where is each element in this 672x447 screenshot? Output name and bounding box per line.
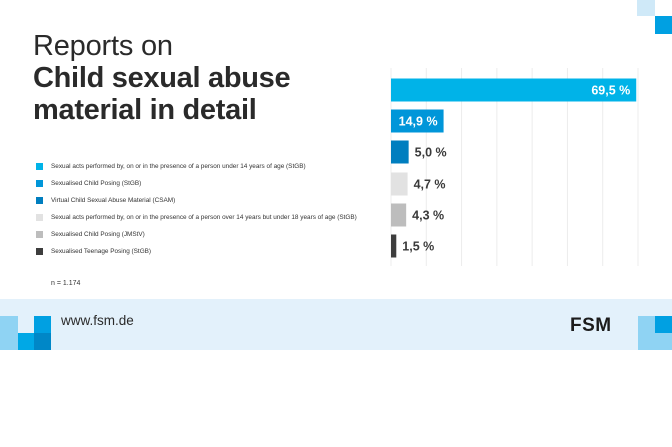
sample-size-label: n = 1.174 [51,280,81,287]
bar-value-label: 69,5 % [591,84,630,98]
bar-chart-svg: 69,5 % 14,9 % 5,0 % 4,7 % 4,3 % 1,5 % [390,68,639,266]
bar-value-label: 14,9 % [399,115,438,129]
legend-swatch [36,179,43,187]
bar-value-label: 4,7 % [414,178,446,192]
legend-swatch [36,247,43,255]
bar [391,203,407,227]
bar-value-label: 1,5 % [402,240,434,254]
website-link[interactable]: www.fsm.de [61,313,134,328]
bar-value-label: 5,0 % [415,146,447,160]
footer: www.fsm.de FSM [0,299,672,350]
legend-item: Sexualised Child Posing (JMStV) [36,228,145,240]
legend-swatch [36,196,43,204]
bar [391,140,409,164]
legend-swatch [36,162,43,170]
bar-chart: 69,5 % 14,9 % 5,0 % 4,7 % 4,3 % 1,5 % [388,68,640,266]
legend-item: Sexual acts performed by, on or in the p… [36,160,306,172]
bar [391,172,408,196]
decor-square-top-2 [655,16,672,34]
bar [391,234,397,258]
decor-square-left-4 [34,316,51,333]
legend-label: Sexual acts performed by, on or in the p… [51,162,306,170]
chart-title: Reports on Child sexual abuse material i… [33,30,373,126]
title-line-1: Reports on [33,30,173,62]
legend-label: Sexualised Teenage Posing (StGB) [51,247,152,255]
legend-item: Virtual Child Sexual Abuse Material (CSA… [36,194,175,206]
legend-label: Sexualised Child Posing (JMStV) [51,230,145,238]
bar-value-label: 4,3 % [412,209,444,223]
decor-square-right-2 [655,316,672,333]
legend-swatch [36,213,43,221]
bar [391,109,444,133]
legend-item: Sexualised Teenage Posing (StGB) [36,245,151,257]
decor-square-top-1 [637,0,655,16]
decor-square-left-2 [18,333,34,350]
title-line-2: Child sexual abuse [33,62,291,94]
fsm-logo: FSM [570,315,612,336]
legend-label: Sexualised Child Posing (StGB) [51,179,142,187]
legend-swatch [36,230,43,238]
legend-item: Sexualised Child Posing (StGB) [36,177,141,189]
decor-square-left-1 [0,316,18,350]
title-line-3: material in detail [33,94,257,126]
legend-item: Sexual acts performed by, on or in the p… [36,211,357,223]
bar [391,78,637,102]
legend-label: Virtual Child Sexual Abuse Material (CSA… [51,196,176,204]
legend-label: Sexual acts performed by, on or in the p… [51,213,357,221]
